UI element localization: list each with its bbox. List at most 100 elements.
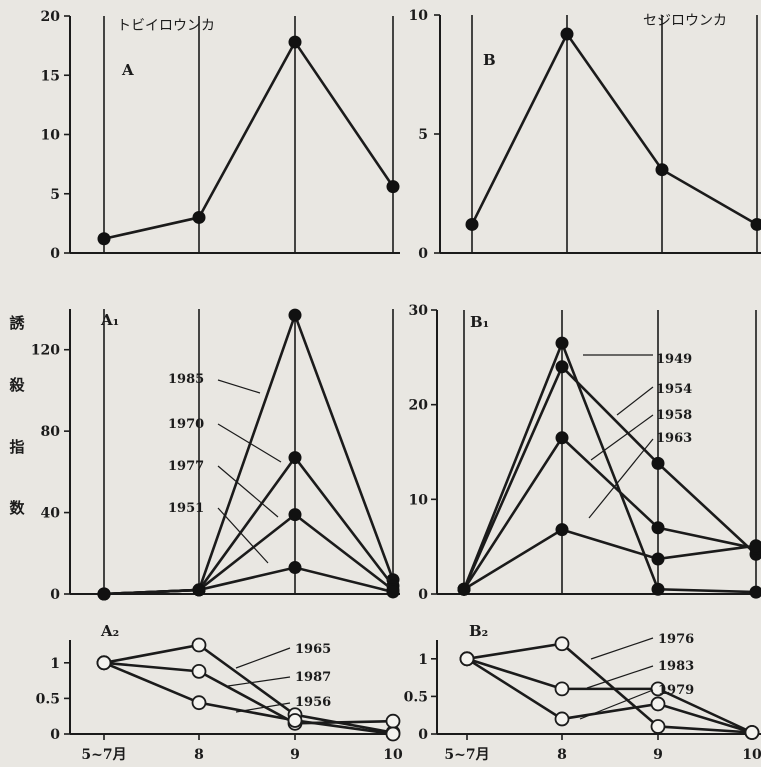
data-point bbox=[385, 713, 401, 729]
data-point bbox=[288, 508, 302, 522]
series-line bbox=[103, 643, 394, 734]
y-tick-label: 5 bbox=[50, 187, 60, 203]
panel-b2: 5~7月 8 9 10 0 0.5 1 B₂ 1976 1983 1979 bbox=[404, 622, 761, 763]
x-tick-label: 10 bbox=[383, 747, 403, 763]
data-point bbox=[650, 696, 666, 712]
y-tick-label: 0 bbox=[50, 246, 60, 262]
data-point bbox=[192, 210, 206, 224]
data-point bbox=[651, 552, 665, 566]
leader-line bbox=[235, 702, 291, 713]
series-line bbox=[103, 39, 395, 241]
series-label: 1956 bbox=[295, 695, 331, 710]
leader-line bbox=[616, 386, 654, 416]
x-tick-label: 5~7月 bbox=[81, 747, 126, 763]
y-tick-label: 5 bbox=[418, 127, 428, 143]
series-label: 1958 bbox=[656, 408, 692, 423]
data-point bbox=[650, 719, 666, 734]
x-tick-label: 8 bbox=[557, 747, 567, 763]
panel-label: B bbox=[483, 51, 496, 69]
data-point bbox=[96, 655, 112, 671]
series-line bbox=[103, 661, 394, 725]
leader-line bbox=[217, 507, 269, 564]
leader-line bbox=[588, 438, 654, 519]
y-tick-label: 40 bbox=[41, 506, 61, 522]
data-point bbox=[191, 663, 207, 679]
y-tick-label: 30 bbox=[409, 303, 429, 319]
data-point bbox=[560, 27, 574, 41]
y-tick-label: 0 bbox=[50, 587, 60, 603]
series-line bbox=[463, 528, 757, 591]
panel-label: B₂ bbox=[469, 622, 488, 640]
data-point bbox=[651, 456, 665, 470]
series-line bbox=[462, 364, 757, 590]
y-axis-label-char: 誘 bbox=[9, 314, 25, 332]
data-point bbox=[191, 695, 207, 711]
data-point bbox=[192, 583, 206, 597]
data-point bbox=[554, 636, 570, 652]
panel-label: A₂ bbox=[100, 622, 119, 640]
panel-a: 0 5 10 15 20 A トビイロウンカ bbox=[41, 9, 400, 262]
series-label: 1965 bbox=[295, 642, 331, 657]
y-tick-label: 0.5 bbox=[404, 689, 428, 705]
series-label: 1951 bbox=[168, 501, 204, 516]
leader-line bbox=[227, 676, 291, 687]
series-line bbox=[466, 657, 753, 734]
x-tick-label: 9 bbox=[290, 747, 300, 763]
leader-line bbox=[579, 689, 654, 720]
series-label: 1976 bbox=[658, 632, 694, 647]
series-label: 1983 bbox=[658, 659, 694, 674]
data-point bbox=[749, 585, 761, 599]
data-point bbox=[97, 587, 111, 601]
data-point bbox=[744, 725, 760, 740]
y-tick-label: 0 bbox=[418, 246, 428, 262]
y-tick-label: 10 bbox=[409, 8, 429, 24]
data-point bbox=[288, 308, 302, 322]
data-point bbox=[749, 539, 761, 553]
y-tick-label: 15 bbox=[41, 68, 60, 84]
data-point bbox=[288, 561, 302, 575]
data-point bbox=[386, 180, 400, 194]
data-point bbox=[555, 431, 569, 445]
leader-line bbox=[217, 465, 279, 518]
leader-line bbox=[235, 647, 291, 669]
data-point bbox=[288, 451, 302, 465]
series-line bbox=[462, 339, 757, 594]
leader-line bbox=[586, 665, 654, 689]
data-point bbox=[655, 163, 669, 177]
series-line bbox=[466, 657, 753, 734]
species-title: セジロウンカ bbox=[643, 13, 727, 29]
panel-label: A₁ bbox=[100, 311, 119, 329]
data-point bbox=[287, 713, 303, 728]
data-point bbox=[555, 336, 569, 350]
y-axis-label-char: 数 bbox=[9, 499, 25, 517]
y-tick-label: 120 bbox=[31, 343, 60, 359]
series-label: 1970 bbox=[168, 417, 204, 432]
leader-line bbox=[590, 414, 654, 461]
data-point bbox=[465, 217, 479, 231]
leader-line bbox=[217, 379, 261, 394]
y-tick-label: 1 bbox=[418, 652, 428, 668]
leader-line bbox=[590, 637, 654, 660]
y-tick-label: 0 bbox=[418, 727, 428, 743]
data-point bbox=[555, 360, 569, 374]
y-tick-label: 20 bbox=[41, 9, 61, 25]
y-tick-label: 1 bbox=[50, 656, 60, 672]
y-axis-label-char: 指 bbox=[9, 438, 24, 456]
x-tick-label: 8 bbox=[194, 747, 204, 763]
y-tick-label: 10 bbox=[41, 128, 61, 144]
series-line bbox=[470, 31, 758, 226]
series-label: 1954 bbox=[656, 382, 692, 397]
y-tick-label: 20 bbox=[409, 398, 429, 414]
leader-line bbox=[217, 423, 282, 463]
x-tick-label: 9 bbox=[653, 747, 663, 763]
data-point bbox=[750, 217, 761, 231]
x-tick-label: 10 bbox=[742, 747, 761, 763]
series-label: 1979 bbox=[658, 683, 694, 698]
data-point bbox=[459, 651, 475, 667]
data-point bbox=[651, 582, 665, 596]
data-point bbox=[386, 585, 400, 599]
species-title: トビイロウンカ bbox=[117, 18, 215, 34]
panel-label: A bbox=[121, 61, 134, 79]
